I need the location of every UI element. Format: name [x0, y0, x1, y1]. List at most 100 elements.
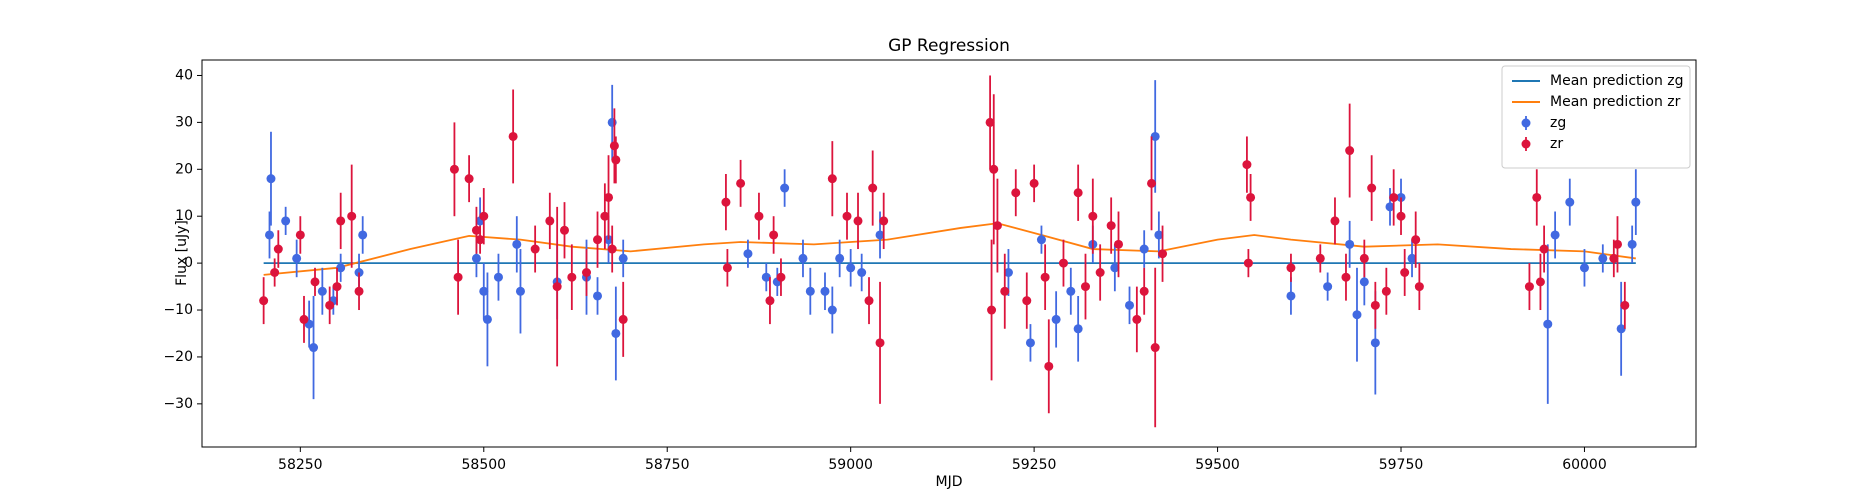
data-point: [1345, 239, 1355, 249]
data-point: [722, 263, 732, 273]
x-tick-label: 58750: [645, 457, 690, 473]
data-point: [1370, 338, 1380, 348]
data-point: [475, 235, 485, 245]
data-point: [1003, 267, 1013, 277]
data-point: [985, 117, 995, 127]
data-point: [1330, 216, 1340, 226]
data-point: [1000, 286, 1010, 296]
data-point: [842, 211, 852, 221]
data-point: [857, 267, 867, 277]
data-point: [1125, 300, 1135, 310]
chart-title: GP Regression: [888, 36, 1010, 56]
data-point: [1414, 282, 1424, 292]
data-point: [281, 216, 291, 226]
data-point: [1535, 277, 1545, 287]
data-point: [464, 174, 474, 184]
data-point: [317, 286, 327, 296]
data-point: [1627, 239, 1637, 249]
data-point: [721, 197, 731, 207]
data-point: [1539, 244, 1549, 254]
data-point: [336, 216, 346, 226]
data-point: [1341, 272, 1351, 282]
x-axis-label: MJD: [936, 474, 963, 490]
legend-label: Mean prediction zr: [1550, 94, 1681, 110]
data-point: [1598, 253, 1608, 263]
data-point: [609, 141, 619, 151]
data-point: [1385, 202, 1395, 212]
data-point: [875, 338, 885, 348]
y-tick-label: 10: [175, 208, 193, 224]
data-point: [1139, 244, 1149, 254]
data-point: [1242, 160, 1252, 170]
data-point: [493, 272, 503, 282]
data-point: [611, 155, 621, 165]
data-point: [1044, 361, 1054, 371]
data-point: [820, 286, 830, 296]
data-point: [1066, 286, 1076, 296]
data-point: [805, 286, 815, 296]
data-point: [743, 249, 753, 259]
data-point: [736, 178, 746, 188]
data-point: [449, 164, 459, 174]
data-point: [1370, 300, 1380, 310]
data-point: [1550, 230, 1560, 240]
data-point: [1150, 131, 1160, 141]
data-point: [618, 314, 628, 324]
data-point: [292, 253, 302, 263]
x-tick-label: 58250: [278, 457, 323, 473]
data-point: [471, 253, 481, 263]
data-point: [765, 296, 775, 306]
data-point: [1400, 267, 1410, 277]
data-point: [798, 253, 808, 263]
data-point: [479, 211, 489, 221]
legend-swatch: [1521, 139, 1531, 149]
x-tick-label: 59500: [1195, 457, 1240, 473]
data-point: [567, 272, 577, 282]
data-point: [1609, 253, 1619, 263]
data-point: [266, 174, 276, 184]
data-point: [1011, 188, 1021, 198]
data-point: [992, 221, 1002, 231]
data-point: [989, 164, 999, 174]
y-tick-label: −30: [163, 396, 193, 412]
data-point: [259, 296, 269, 306]
data-point: [1411, 235, 1421, 245]
data-point: [270, 267, 280, 277]
data-point: [1110, 263, 1120, 273]
data-point: [604, 192, 614, 202]
data-point: [987, 305, 997, 315]
data-point: [593, 235, 603, 245]
data-point: [582, 267, 592, 277]
legend-box: [1501, 65, 1691, 169]
data-point: [1359, 277, 1369, 287]
data-point: [1088, 211, 1098, 221]
data-point: [1381, 286, 1391, 296]
data-point: [1532, 192, 1542, 202]
data-point: [295, 230, 305, 240]
legend-label: zr: [1550, 136, 1563, 152]
data-point: [1620, 300, 1630, 310]
data-point: [1246, 192, 1256, 202]
data-point: [1579, 263, 1589, 273]
data-point: [835, 253, 845, 263]
y-tick-label: 30: [175, 114, 193, 130]
data-point: [1612, 239, 1622, 249]
data-point: [1132, 314, 1142, 324]
legend-label: zg: [1550, 115, 1566, 131]
y-tick-label: 40: [175, 67, 193, 83]
data-point: [827, 174, 837, 184]
data-point: [358, 230, 368, 240]
data-point: [559, 225, 569, 235]
data-point: [515, 286, 525, 296]
data-point: [776, 272, 786, 282]
data-point: [1352, 310, 1362, 320]
x-tick-label: 59250: [1012, 457, 1057, 473]
data-point: [1095, 267, 1105, 277]
plot-area: [259, 75, 1641, 428]
data-point: [1150, 343, 1160, 353]
data-point: [1114, 239, 1124, 249]
x-tick-label: 59750: [1379, 457, 1424, 473]
data-point: [545, 216, 555, 226]
data-point: [1106, 221, 1116, 231]
data-point: [853, 216, 863, 226]
